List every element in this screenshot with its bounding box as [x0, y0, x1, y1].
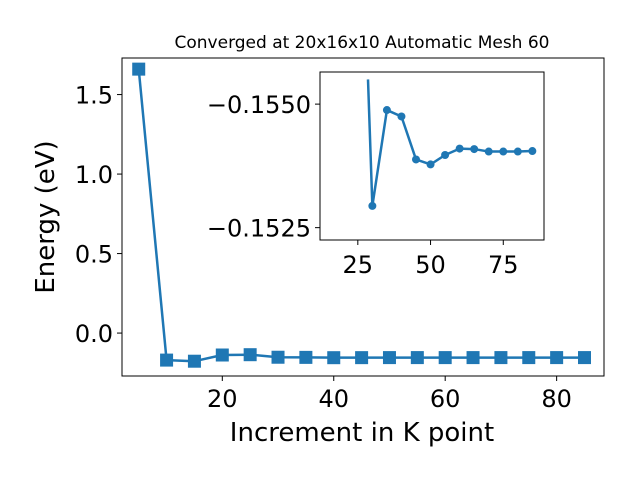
main-x-tick-label: 40: [318, 385, 349, 413]
main-data-point: [438, 351, 452, 365]
main-data-point: [355, 351, 369, 365]
inset-data-point: [382, 106, 391, 115]
main-data-point: [522, 351, 536, 365]
main-y-tick-label: 1.0: [75, 161, 113, 189]
inset-data-point: [513, 147, 522, 156]
main-x-tick-label: 20: [207, 385, 238, 413]
inset-plot-frame: [319, 71, 545, 241]
inset-data-point: [397, 112, 406, 121]
chart-title: Converged at 20x16x10 Automatic Mesh 60: [175, 33, 550, 53]
main-data-point: [382, 351, 396, 365]
main-data-point: [578, 351, 591, 365]
main-x-ticks: 20 40 60 80: [207, 376, 572, 413]
inset-y-ticks: −0.1550 −0.1525: [207, 91, 320, 243]
inset-y-tick-label: −0.1550: [207, 91, 311, 119]
inset-data-point: [455, 144, 464, 153]
inset-x-tick-label: 75: [488, 251, 519, 279]
main-data-point: [494, 351, 508, 365]
inset-data-point: [528, 147, 537, 156]
main-chart: 20 40 60 80 0.0 0.5 1.0 1.5 Increment in K poi…: [31, 57, 605, 448]
main-x-tick-label: 80: [541, 385, 572, 413]
main-data-point: [271, 350, 285, 364]
inset-series: [366, 79, 537, 210]
main-x-tick-label: 60: [430, 385, 461, 413]
main-data-point: [215, 348, 229, 362]
main-data-point: [550, 351, 564, 365]
inset-data-point: [368, 201, 377, 210]
inset-data-point: [426, 160, 435, 169]
inset-chart: 25 50 75 −0.1550 −0.1525: [207, 71, 545, 279]
inset-x-tick-label: 25: [343, 251, 374, 279]
main-data-point: [299, 350, 313, 364]
main-y-tick-label: 0.0: [75, 320, 113, 348]
main-data-point: [243, 348, 257, 362]
main-y-ticks: 0.0 0.5 1.0 1.5: [75, 82, 122, 348]
y-axis-label: Energy (eV): [31, 140, 61, 293]
main-plot-frame: [121, 57, 605, 377]
inset-data-point: [441, 151, 450, 160]
inset-series-group: [366, 79, 537, 210]
main-y-tick-label: 0.5: [75, 241, 113, 269]
inset-data-point: [412, 155, 420, 164]
x-axis-label: Increment in K point: [230, 418, 494, 448]
main-data-point: [466, 351, 480, 365]
inset-data-point: [484, 147, 493, 156]
inset-data-point: [499, 147, 508, 156]
inset-y-tick-label: −0.1525: [207, 215, 311, 243]
main-data-point: [132, 62, 146, 76]
main-data-point: [327, 351, 341, 365]
inset-data-point: [470, 145, 479, 154]
main-data-point: [160, 353, 174, 367]
inset-x-tick-label: 50: [415, 251, 446, 279]
inset-x-ticks: 25 50 75: [343, 240, 519, 279]
main-y-tick-label: 1.5: [75, 82, 113, 110]
main-data-point: [187, 354, 201, 368]
main-series: [132, 62, 591, 368]
main-data-point: [410, 351, 424, 365]
inset-background: [320, 72, 544, 240]
